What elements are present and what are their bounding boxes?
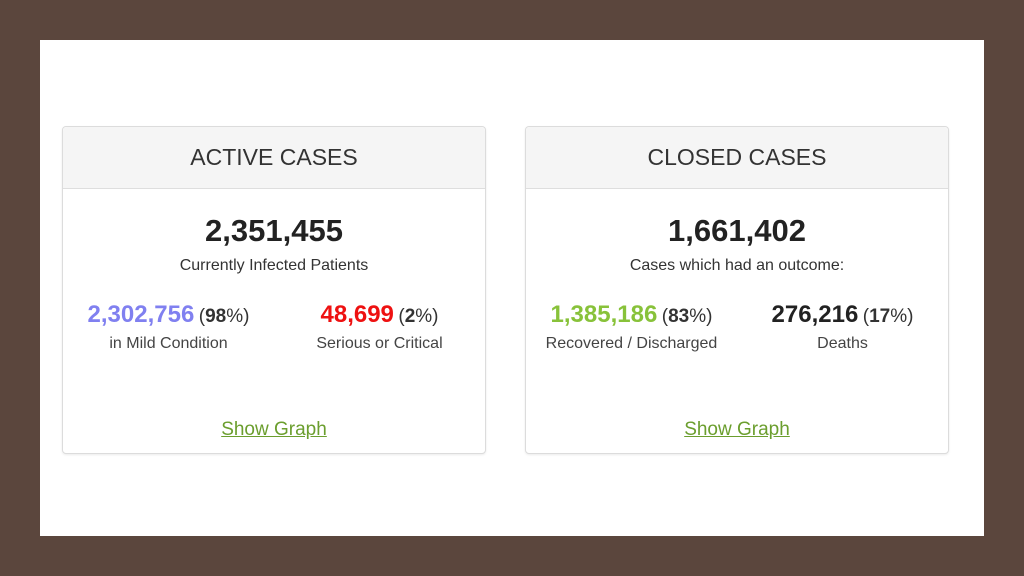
active-total: 2,351,455 (205, 213, 343, 248)
recovered-value: 1,385,186 (550, 301, 658, 328)
mild-label: in Mild Condition (109, 335, 228, 352)
show-graph-link[interactable]: Show Graph (684, 419, 790, 440)
critical-value: 48,699 (320, 301, 394, 328)
deaths-label: Deaths (817, 335, 868, 352)
content-panel: ACTIVE CASES 2,351,455 Currently Infecte… (40, 40, 984, 536)
deaths-stat: 276,216 (17%) Deaths (737, 301, 948, 353)
mild-stat: 2,302,756 (98%) in Mild Condition (63, 301, 274, 353)
critical-percent: (2%) (398, 306, 439, 327)
recovered-label: Recovered / Discharged (545, 335, 718, 352)
mild-value: 2,302,756 (87, 301, 195, 328)
closed-total: 1,661,402 (668, 213, 806, 248)
card-title: CLOSED CASES (526, 127, 948, 189)
active-subtitle: Currently Infected Patients (179, 257, 369, 274)
deaths-percent: (17%) (862, 306, 914, 327)
mild-percent: (98%) (198, 306, 250, 327)
closed-subtitle: Cases which had an outcome: (629, 257, 845, 274)
recovered-stat: 1,385,186 (83%) Recovered / Discharged (526, 301, 737, 353)
show-graph-link[interactable]: Show Graph (221, 419, 327, 440)
deaths-value: 276,216 (771, 301, 859, 328)
critical-stat: 48,699 (2%) Serious or Critical (274, 301, 485, 353)
critical-label: Serious or Critical (316, 335, 443, 352)
closed-cases-card: CLOSED CASES 1,661,402 Cases which had a… (525, 126, 949, 454)
card-title: ACTIVE CASES (63, 127, 485, 189)
active-cases-card: ACTIVE CASES 2,351,455 Currently Infecte… (62, 126, 486, 454)
recovered-percent: (83%) (661, 306, 713, 327)
